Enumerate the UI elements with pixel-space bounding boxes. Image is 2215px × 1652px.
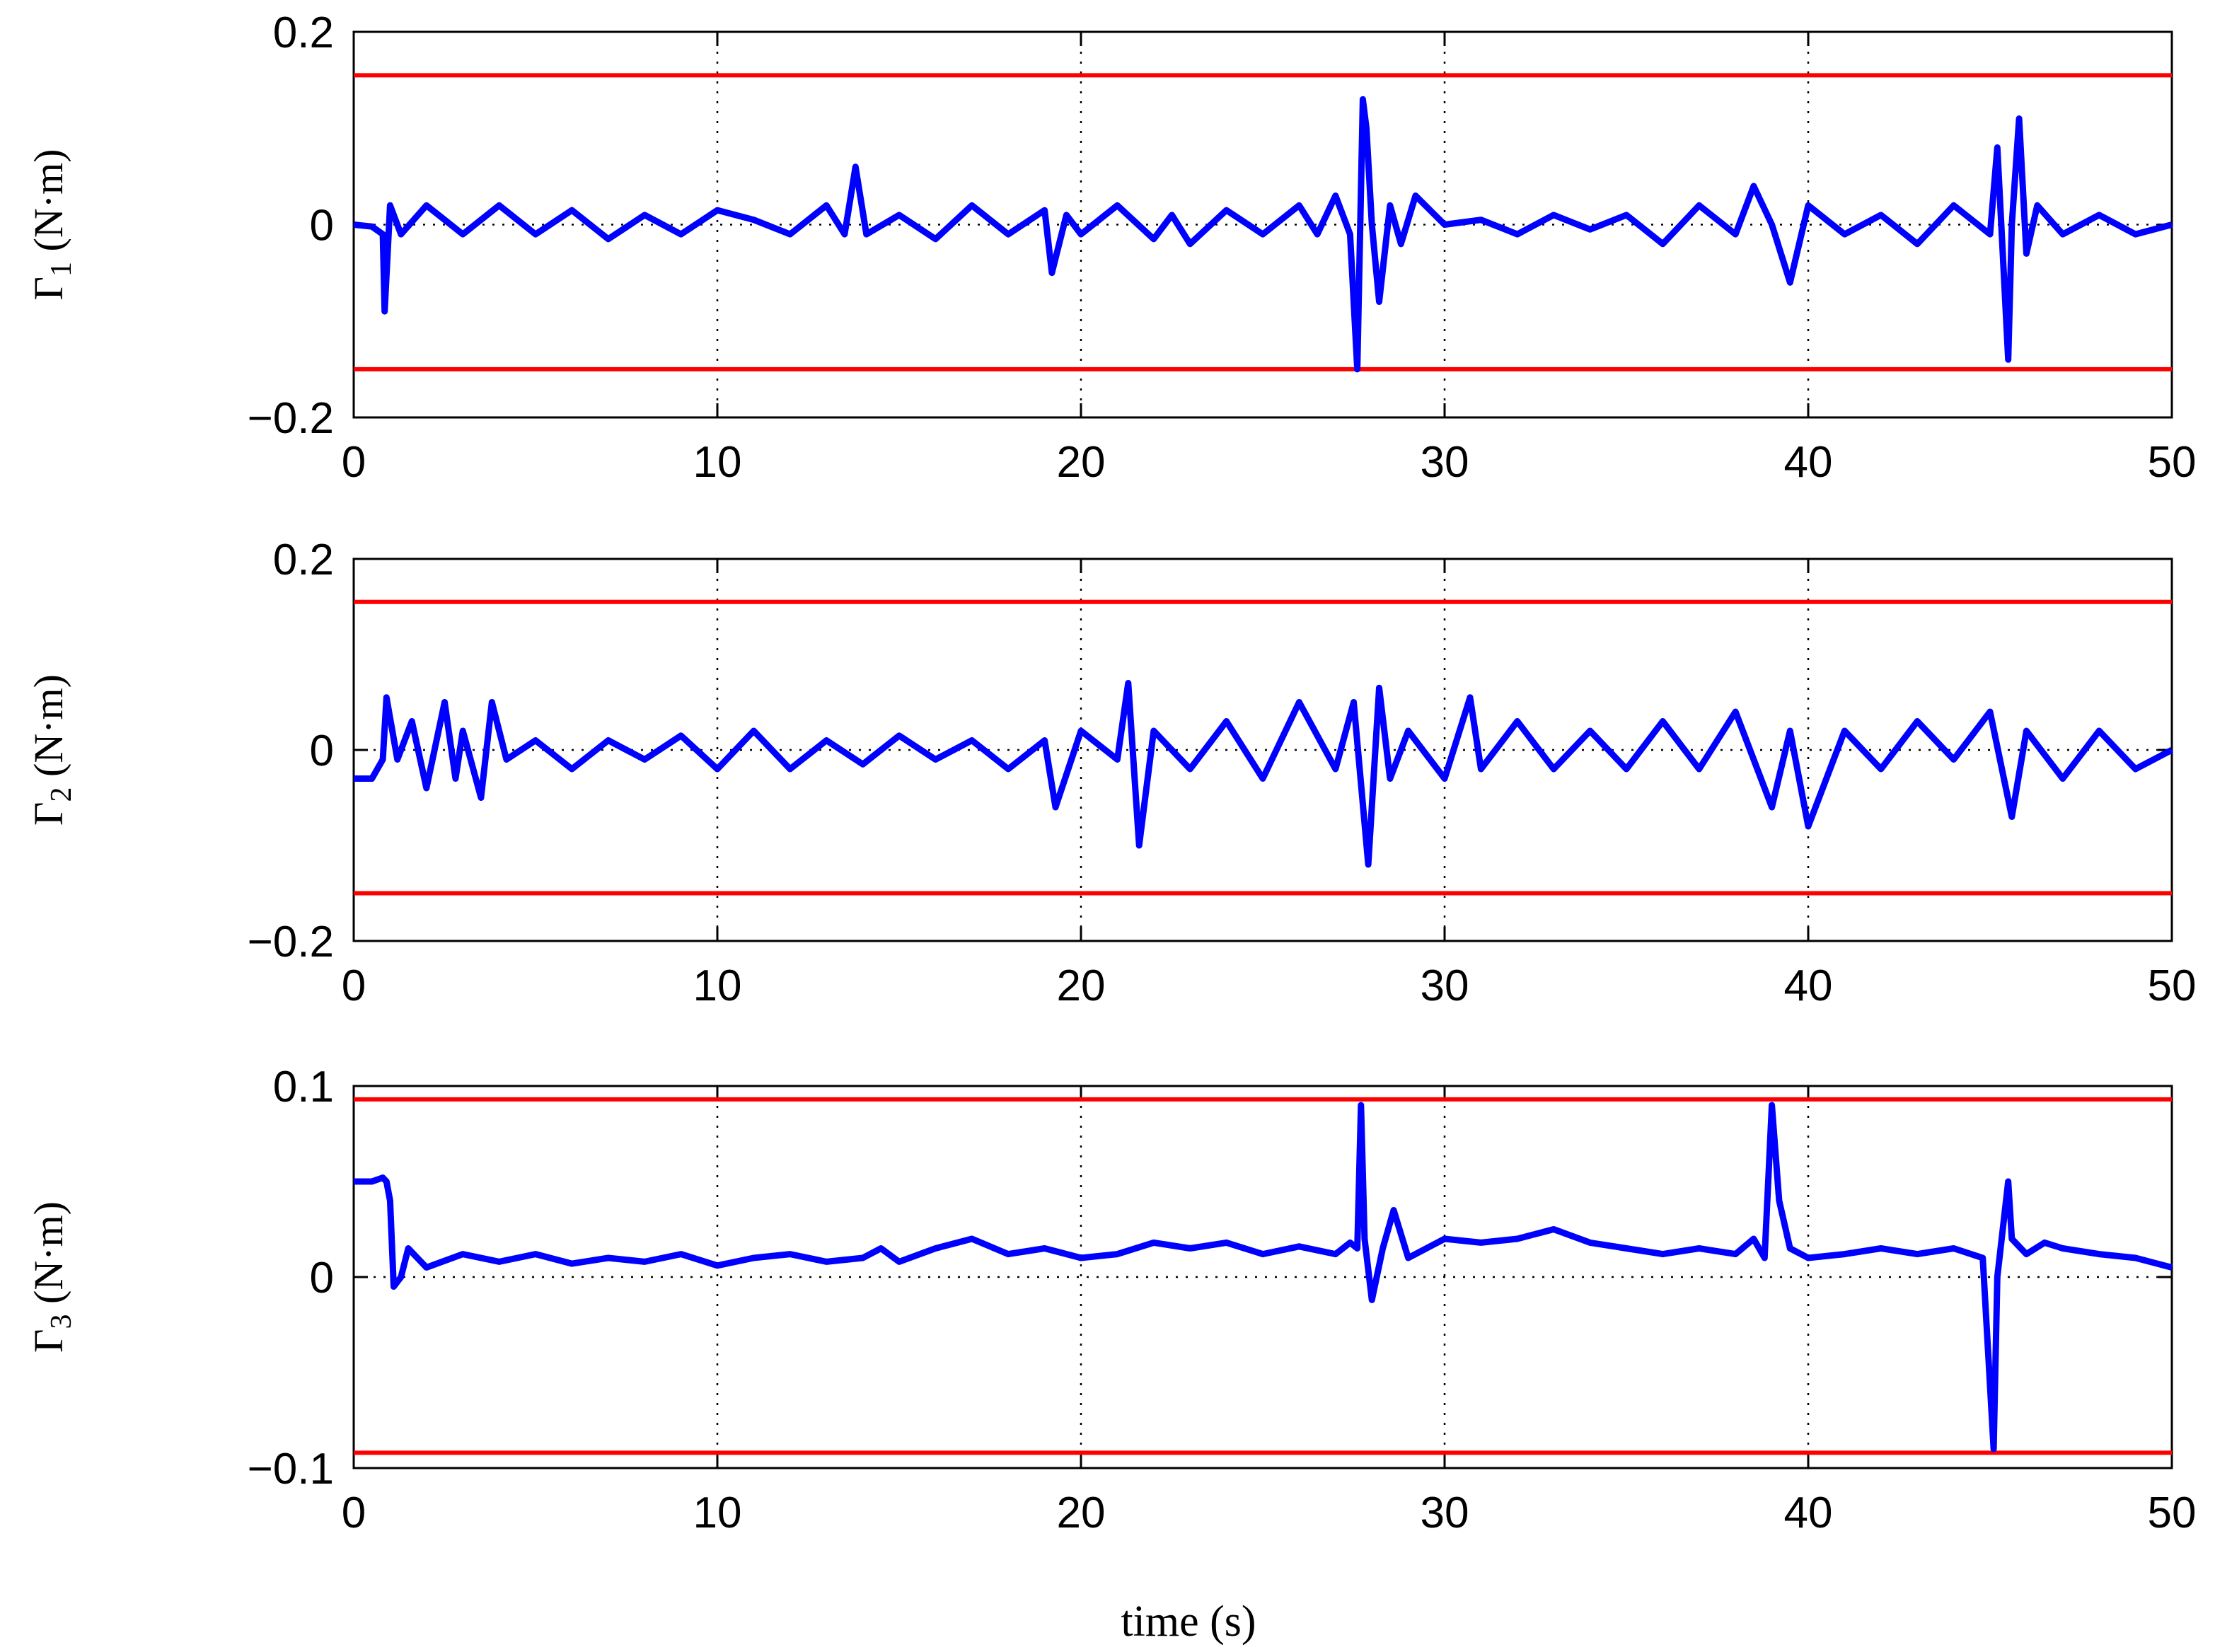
- y-axis-subscript: 1: [45, 262, 78, 277]
- y-tick-label: 0.2: [273, 536, 334, 584]
- y-tick-label: −0.2: [248, 918, 334, 966]
- y-axis-symbol: Γ: [25, 1329, 71, 1353]
- x-tick-label: 30: [1421, 1489, 1469, 1537]
- y-axis-symbol: Γ: [25, 802, 71, 826]
- x-tick-label: 20: [1057, 1489, 1106, 1537]
- y-axis-subscript: 2: [45, 787, 78, 802]
- y-axis-unit: (N·m): [25, 149, 71, 262]
- panel-2: 0 10 20 30 40 50−0.200.2Γ2 (N·m): [25, 536, 2196, 1010]
- y-axis-unit: (N·m): [25, 1201, 71, 1314]
- y-axis-subscript: 3: [45, 1314, 78, 1329]
- x-tick-label: 20: [1057, 961, 1106, 1010]
- y-tick-label: −0.1: [248, 1445, 334, 1494]
- panel-1: 0 10 20 30 40 50−0.200.2Γ1 (N·m): [25, 8, 2196, 487]
- x-tick-label: 0: [342, 438, 366, 487]
- x-tick-label: 10: [693, 1489, 742, 1537]
- y-axis-label: Γ3 (N·m): [25, 1201, 78, 1353]
- x-axis-label: time (s): [1121, 1598, 1256, 1646]
- y-tick-label: 0: [310, 1254, 334, 1302]
- y-tick-label: 0: [310, 727, 334, 775]
- x-tick-label: 50: [2148, 438, 2197, 487]
- x-tick-label: 30: [1421, 438, 1469, 487]
- y-tick-label: −0.2: [248, 394, 334, 443]
- x-tick-label: 30: [1421, 961, 1469, 1010]
- x-tick-label: 20: [1057, 438, 1106, 487]
- x-tick-label: 50: [2148, 1489, 2197, 1537]
- x-tick-label: 10: [693, 961, 742, 1010]
- x-tick-label: 0: [342, 961, 366, 1010]
- signal-line: [354, 680, 2174, 868]
- y-tick-label: 0: [310, 202, 334, 250]
- y-tick-label: 0.2: [273, 8, 334, 57]
- panel-3: 0 10 20 30 40 50−0.100.1Γ3 (N·m): [25, 1063, 2196, 1537]
- panels: 0 10 20 30 40 50−0.200.2Γ1 (N·m)0 10 20 30 40 50−0…: [25, 8, 2196, 1537]
- x-tick-label: 40: [1784, 961, 1833, 1010]
- x-tick-label: 0: [342, 1489, 366, 1537]
- x-tick-label: 50: [2148, 961, 2197, 1010]
- y-axis-symbol: Γ: [25, 277, 71, 301]
- x-tick-label: 10: [693, 438, 742, 487]
- signal-line: [354, 1102, 2173, 1452]
- signal-line: [353, 96, 2173, 373]
- y-axis-label: Γ1 (N·m): [25, 149, 78, 301]
- x-tick-label: 40: [1784, 438, 1833, 487]
- y-axis-label: Γ2 (N·m): [25, 674, 78, 826]
- y-tick-label: 0.1: [273, 1063, 334, 1111]
- y-axis-unit: (N·m): [25, 674, 71, 787]
- x-tick-label: 40: [1784, 1489, 1833, 1537]
